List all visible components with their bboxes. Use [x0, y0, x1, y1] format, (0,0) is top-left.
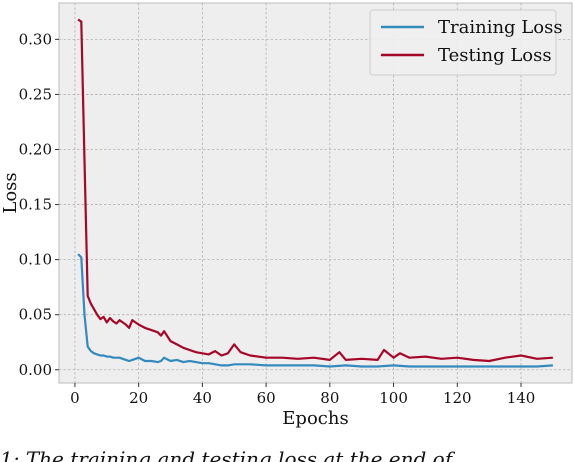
x-tick-label: 80 [320, 389, 339, 407]
axis-ticks: 0 20 40 60 80 100 120 140 0.00 0.05 0.10 0.15 0.20 0.… [19, 30, 536, 407]
legend: Training Loss Testing Loss [369, 9, 563, 76]
x-tick-label: 140 [507, 389, 536, 407]
testing-loss-line [77, 18, 553, 363]
y-tick-label: 0.15 [19, 196, 52, 214]
legend-training-label: Training Loss [438, 17, 563, 38]
x-tick-label: 0 [70, 389, 80, 407]
y-tick-label: 0.25 [19, 85, 52, 103]
y-tick-label: 0.30 [19, 30, 52, 48]
y-tick-label: 0.00 [19, 361, 52, 379]
x-axis-label: Epochs [282, 408, 348, 429]
y-axis-label: Loss [0, 172, 21, 213]
x-tick-label: 60 [257, 389, 276, 407]
x-tick-label: 20 [129, 389, 148, 407]
y-tick-label: 0.20 [19, 140, 52, 158]
x-tick-label: 40 [193, 389, 212, 407]
training-loss-line [77, 253, 553, 368]
legend-testing-label: Testing Loss [438, 45, 552, 66]
series-lines [77, 18, 553, 368]
figure-caption: 1: The training and testing loss at the … [0, 447, 453, 462]
y-tick-label: 0.05 [19, 306, 52, 324]
x-tick-label: 100 [379, 389, 408, 407]
grid [59, 3, 572, 383]
y-tick-label: 0.10 [19, 251, 52, 269]
x-tick-label: 120 [443, 389, 472, 407]
